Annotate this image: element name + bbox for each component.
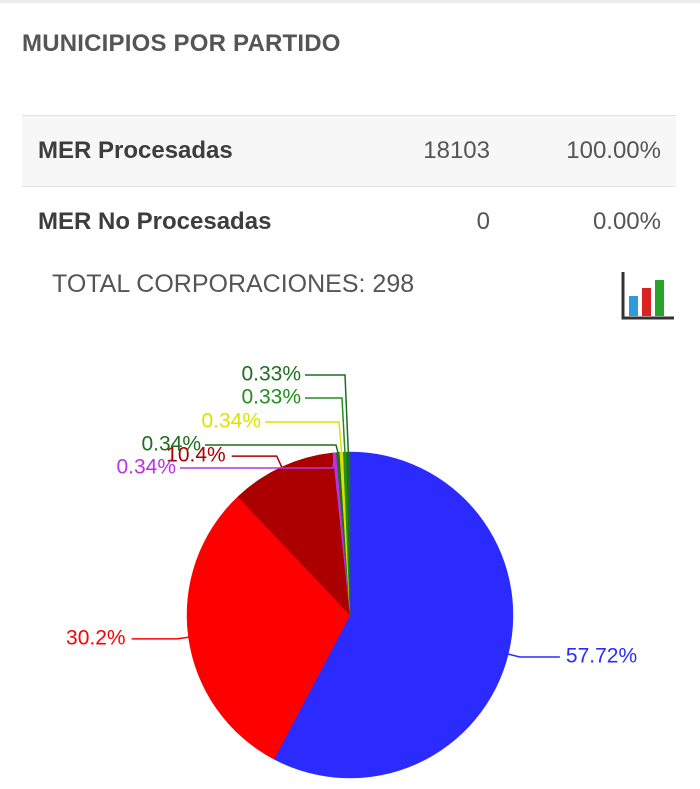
pie-slice <box>237 452 351 616</box>
pie-data-label: 10.4% <box>166 444 226 467</box>
top-divider <box>0 0 700 3</box>
pie-data-label: 30.2% <box>66 626 126 649</box>
stats-row-count: 0 <box>476 208 490 235</box>
pie-slice <box>186 496 351 760</box>
pie-leader-line <box>231 455 283 468</box>
stats-row-count: 18103 <box>423 137 490 164</box>
pie-data-label: 0.33% <box>241 363 301 386</box>
pie-slice <box>346 451 351 616</box>
pie-leader-line <box>508 653 560 658</box>
bar-chart-icon[interactable] <box>620 268 676 322</box>
stats-row-percent: 100.00% <box>566 137 661 164</box>
stats-row-not-processed: MER No Procesadas 0 0.00% <box>22 187 676 257</box>
panel-title: MUNICIPIOS POR PARTIDO <box>22 30 341 57</box>
pie-leader-line <box>305 397 346 453</box>
pie-data-label: 57.72% <box>566 645 637 668</box>
stats-row-processed: MER Procesadas 18103 100.00% <box>22 115 676 187</box>
pie-leader-line <box>180 452 336 469</box>
stats-row-label: MER Procesadas <box>38 137 233 164</box>
pie-data-label: 0.34% <box>201 410 261 433</box>
stats-row-percent: 0.00% <box>592 208 661 235</box>
pie-data-label: 0.34% <box>116 456 176 479</box>
total-corporaciones: TOTAL CORPORACIONES: 298 <box>52 270 415 298</box>
pie-leader-line <box>131 636 189 640</box>
stats-row-label: MER No Procesadas <box>38 208 272 235</box>
stats-table: MER Procesadas 18103 100.00% MER No Proc… <box>22 115 676 257</box>
pie-data-label: 0.34% <box>141 433 201 456</box>
pie-leader-line <box>265 421 343 453</box>
pie-leader-line <box>205 444 339 453</box>
pie-data-label: 0.33% <box>241 386 301 409</box>
pie-leader-line <box>305 374 350 453</box>
pie-chart: 57.72%30.2%10.4%0.34%0.34%0.34%0.33%0.33… <box>66 363 637 779</box>
